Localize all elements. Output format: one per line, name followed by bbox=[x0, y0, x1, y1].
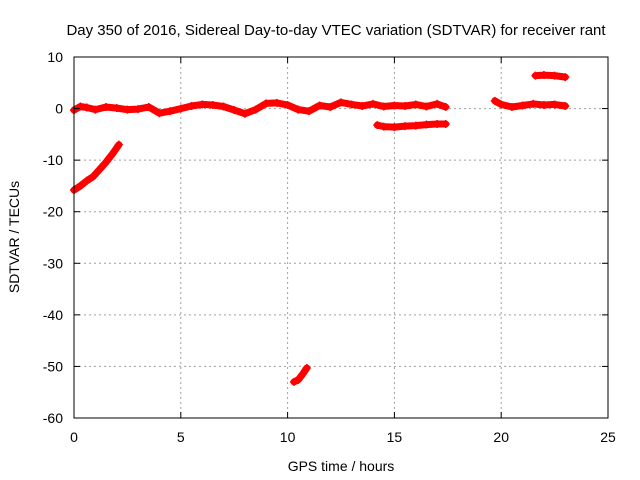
series-upper-arc bbox=[531, 71, 569, 81]
data-point bbox=[539, 71, 548, 80]
data-point bbox=[561, 73, 570, 82]
x-axis-label: GPS time / hours bbox=[288, 458, 395, 474]
data-point bbox=[294, 375, 303, 384]
y-tick-label: -60 bbox=[43, 410, 63, 426]
data-point bbox=[290, 377, 299, 386]
data-point bbox=[561, 101, 570, 110]
data-point bbox=[529, 99, 538, 108]
x-tick-label: 20 bbox=[493, 429, 509, 445]
data-point bbox=[76, 181, 85, 190]
y-tick-label: 10 bbox=[47, 49, 63, 65]
data-point bbox=[166, 107, 175, 116]
data-point bbox=[272, 98, 281, 107]
data-point bbox=[176, 104, 185, 113]
x-tick-label: 0 bbox=[70, 429, 78, 445]
data-point bbox=[108, 149, 117, 158]
data-point bbox=[433, 120, 442, 129]
data-point bbox=[490, 96, 499, 105]
data-point bbox=[187, 101, 196, 110]
series-rising-arc bbox=[70, 141, 123, 194]
data-point bbox=[358, 101, 367, 110]
data-point bbox=[497, 100, 506, 109]
axis-ticks: 0 5 10 15 20 25 10 0 -10 -20 -30 -40 -50 -60 bbox=[43, 49, 616, 445]
data-point bbox=[539, 100, 548, 109]
series-outlier-arc bbox=[290, 364, 311, 386]
chart-title: Day 350 of 2016, Sidereal Day-to-day VTE… bbox=[66, 22, 606, 39]
data-point bbox=[283, 100, 292, 109]
data-point bbox=[531, 71, 540, 80]
x-tick-label: 5 bbox=[177, 429, 185, 445]
y-tick-label: 0 bbox=[55, 101, 63, 117]
y-tick-label: -40 bbox=[43, 307, 63, 323]
data-point bbox=[76, 102, 85, 111]
data-point bbox=[262, 99, 271, 108]
data-point bbox=[102, 158, 111, 167]
data-point bbox=[401, 101, 410, 110]
data-point bbox=[422, 120, 431, 129]
data-point bbox=[251, 105, 260, 114]
data-point bbox=[155, 109, 164, 118]
data-point bbox=[144, 103, 153, 112]
data-point bbox=[337, 98, 345, 107]
data-point bbox=[82, 176, 91, 185]
data-point bbox=[294, 105, 303, 114]
data-point bbox=[91, 105, 100, 114]
data-point bbox=[304, 107, 313, 116]
data-point bbox=[315, 101, 324, 110]
data-point bbox=[379, 102, 388, 111]
data-point bbox=[326, 103, 335, 112]
data-point bbox=[112, 104, 121, 113]
data-point bbox=[102, 103, 111, 112]
data-point bbox=[433, 99, 442, 108]
data-point bbox=[422, 102, 431, 111]
data-point bbox=[208, 100, 217, 109]
x-tick-label: 25 bbox=[600, 429, 616, 445]
data-point bbox=[550, 71, 559, 80]
data-point bbox=[390, 101, 399, 110]
data-point bbox=[89, 172, 98, 181]
data-series bbox=[70, 71, 570, 386]
y-tick-label: -30 bbox=[43, 255, 63, 271]
data-point bbox=[379, 122, 388, 131]
plot-frame bbox=[73, 56, 609, 419]
y-tick-label: -20 bbox=[43, 204, 63, 220]
data-point bbox=[123, 105, 132, 114]
data-point bbox=[95, 165, 104, 174]
data-point bbox=[401, 122, 410, 131]
data-point bbox=[114, 140, 123, 149]
data-point bbox=[134, 105, 143, 114]
data-point bbox=[198, 100, 207, 109]
data-point bbox=[411, 100, 420, 109]
y-tick-label: -50 bbox=[43, 358, 63, 374]
data-point bbox=[550, 100, 559, 109]
data-point bbox=[441, 103, 450, 112]
data-point bbox=[518, 101, 527, 110]
y-tick-label: -10 bbox=[43, 152, 63, 168]
data-point bbox=[369, 99, 378, 108]
x-tick-label: 15 bbox=[387, 429, 403, 445]
data-point bbox=[373, 121, 382, 130]
data-point bbox=[441, 120, 450, 129]
data-point bbox=[347, 100, 356, 109]
data-point bbox=[302, 363, 311, 372]
x-tick-label: 10 bbox=[280, 429, 296, 445]
data-point bbox=[82, 103, 91, 112]
data-point bbox=[298, 370, 307, 379]
data-point bbox=[219, 102, 228, 111]
data-point bbox=[240, 109, 249, 118]
series-near-zero-a bbox=[70, 98, 450, 118]
data-point bbox=[390, 123, 399, 132]
data-point bbox=[411, 121, 420, 130]
data-point bbox=[507, 103, 516, 112]
data-point bbox=[230, 106, 239, 115]
y-axis-label: SDTVAR / TECUs bbox=[6, 181, 22, 293]
